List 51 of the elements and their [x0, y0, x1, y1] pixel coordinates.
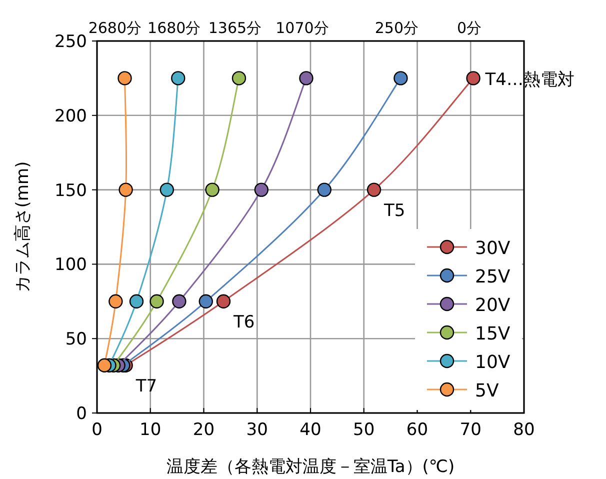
point: [394, 71, 408, 86]
text: 1680分: [148, 19, 201, 37]
y-tick-label: 250: [54, 32, 87, 52]
y-tick-label: 200: [54, 106, 87, 126]
x-tick-label: 30: [246, 420, 268, 440]
point: [317, 182, 332, 197]
text: 2680分: [88, 19, 142, 37]
y-tick-label: 100: [54, 255, 87, 276]
annotation: T6: [232, 312, 255, 332]
x-tick-label: 70: [460, 420, 482, 440]
point: [216, 294, 231, 308]
text: 1070分: [276, 19, 329, 37]
y-tick-label: 150: [54, 180, 87, 201]
text: 0分: [457, 19, 482, 37]
point: [97, 358, 112, 372]
legend-label: 15V: [475, 324, 511, 344]
point: [299, 71, 314, 86]
point: [118, 182, 133, 197]
text: 1365分: [208, 19, 262, 37]
legend-label: 5V: [475, 380, 500, 402]
point: [160, 182, 174, 197]
point: [466, 71, 480, 86]
point: [366, 182, 382, 197]
legend-label: 25V: [475, 266, 511, 288]
legend-label: 30V: [475, 238, 511, 259]
point: [171, 71, 186, 86]
point: [118, 71, 132, 86]
x-tick-label: 20: [192, 420, 215, 440]
point: [129, 294, 144, 308]
text: 250分: [374, 19, 419, 37]
y-tick-label: 0: [76, 404, 87, 424]
x-tick-label: 80: [513, 420, 535, 440]
annotation: T7: [134, 376, 158, 396]
point: [198, 294, 213, 308]
x-axis-title: 温度差（各熱電対温度－室温Ta）(℃): [166, 457, 455, 477]
x-tick-label: 60: [406, 420, 428, 440]
point: [108, 294, 123, 308]
legend-label: 20V: [475, 295, 511, 316]
point: [150, 294, 164, 308]
x-tick-label: 10: [140, 420, 162, 440]
x-tick-label: 50: [353, 420, 375, 440]
y-tick-label: 50: [65, 330, 87, 350]
point: [254, 182, 268, 197]
point: [172, 294, 186, 308]
x-tick-label: 40: [300, 420, 322, 440]
point: [205, 182, 220, 197]
y-axis-title: カラム高さ(mm): [13, 161, 33, 293]
x-tick-label: 0: [92, 420, 102, 440]
annotation: T5: [383, 200, 406, 221]
legend-label: 10V: [475, 352, 511, 373]
point: [232, 71, 246, 86]
